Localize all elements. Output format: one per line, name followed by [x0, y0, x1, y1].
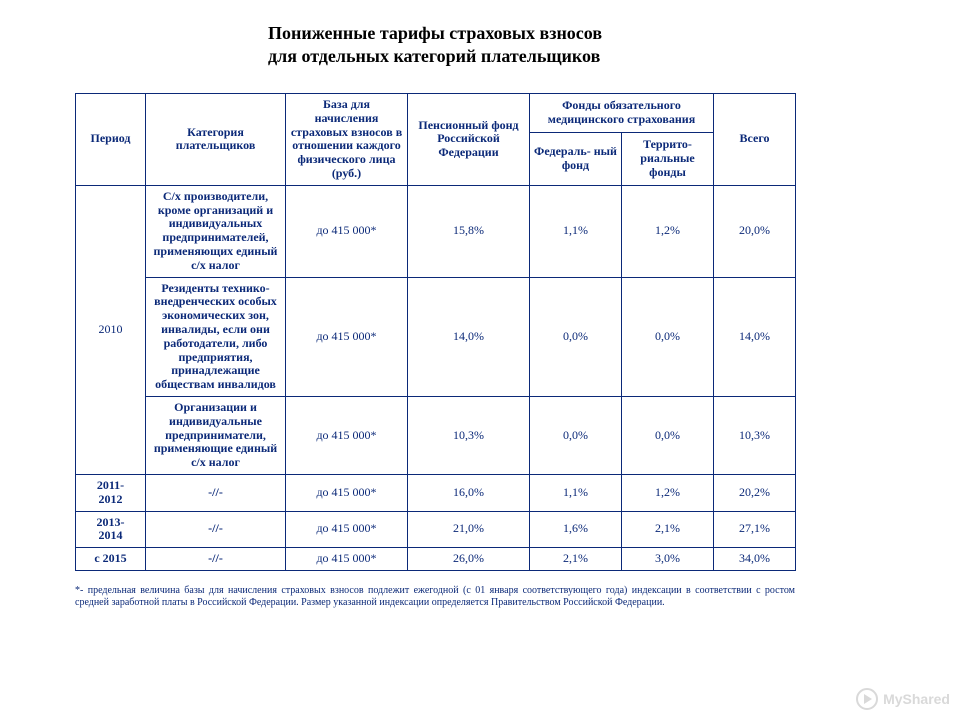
cell-pension: 21,0%	[408, 511, 530, 548]
cell-federal: 1,6%	[530, 511, 622, 548]
cell-total: 20,2%	[714, 474, 796, 511]
cell-federal: 1,1%	[530, 474, 622, 511]
title-line-1: Пониженные тарифы страховых взносов	[268, 23, 602, 43]
cell-total: 14,0%	[714, 277, 796, 396]
cell-base: до 415 000*	[286, 548, 408, 571]
table-row: 2010 С/х производители, кроме организаци…	[76, 185, 796, 277]
cell-federal: 0,0%	[530, 396, 622, 474]
table-row: 2013-2014 -//- до 415 000* 21,0% 1,6% 2,…	[76, 511, 796, 548]
cell-total: 27,1%	[714, 511, 796, 548]
cell-base: до 415 000*	[286, 474, 408, 511]
cell-pension: 15,8%	[408, 185, 530, 277]
cell-total: 20,0%	[714, 185, 796, 277]
cell-federal: 2,1%	[530, 548, 622, 571]
col-header-territorial: Террито- риальные фонды	[622, 132, 714, 185]
tariffs-table: Период Категория плательщиков База для н…	[75, 93, 796, 571]
cell-total: 10,3%	[714, 396, 796, 474]
watermark: MyShared	[856, 688, 950, 710]
col-header-federal: Федераль- ный фонд	[530, 132, 622, 185]
col-header-category: Категория плательщиков	[146, 94, 286, 186]
cell-period: 2013-2014	[76, 511, 146, 548]
cell-pension: 26,0%	[408, 548, 530, 571]
cell-period: 2011-2012	[76, 474, 146, 511]
table-row: Организации и индивидуальные предпринима…	[76, 396, 796, 474]
cell-territorial: 0,0%	[622, 396, 714, 474]
play-icon	[856, 688, 878, 710]
table-row: 2011-2012 -//- до 415 000* 16,0% 1,1% 1,…	[76, 474, 796, 511]
col-header-pension: Пенсионный фонд Российской Федерации	[408, 94, 530, 186]
cell-federal: 1,1%	[530, 185, 622, 277]
cell-base: до 415 000*	[286, 185, 408, 277]
cell-base: до 415 000*	[286, 511, 408, 548]
cell-federal: 0,0%	[530, 277, 622, 396]
cell-pension: 14,0%	[408, 277, 530, 396]
cell-territorial: 3,0%	[622, 548, 714, 571]
cell-base: до 415 000*	[286, 396, 408, 474]
footnote-text: *- предельная величина базы для начислен…	[75, 585, 795, 609]
col-header-total: Всего	[714, 94, 796, 186]
cell-total: 34,0%	[714, 548, 796, 571]
table-row: с 2015 -//- до 415 000* 26,0% 2,1% 3,0% …	[76, 548, 796, 571]
cell-period: с 2015	[76, 548, 146, 571]
cell-category: С/х производители, кроме организаций и и…	[146, 185, 286, 277]
cell-category: -//-	[146, 511, 286, 548]
cell-category: Организации и индивидуальные предпринима…	[146, 396, 286, 474]
cell-category: Резиденты технико-внедренческих особых э…	[146, 277, 286, 396]
cell-territorial: 0,0%	[622, 277, 714, 396]
cell-territorial: 1,2%	[622, 474, 714, 511]
cell-pension: 16,0%	[408, 474, 530, 511]
table-row: Резиденты технико-внедренческих особых э…	[76, 277, 796, 396]
col-header-base: База для начисления страховых взносов в …	[286, 94, 408, 186]
cell-territorial: 1,2%	[622, 185, 714, 277]
cell-base: до 415 000*	[286, 277, 408, 396]
watermark-text: MyShared	[883, 691, 950, 707]
cell-pension: 10,3%	[408, 396, 530, 474]
cell-category: -//-	[146, 474, 286, 511]
cell-period: 2010	[76, 185, 146, 474]
title-line-2: для отдельных категорий плательщиков	[268, 46, 600, 66]
page-title: Пониженные тарифы страховых взносов для …	[0, 0, 960, 67]
cell-category: -//-	[146, 548, 286, 571]
cell-territorial: 2,1%	[622, 511, 714, 548]
col-header-medical: Фонды обязательного медицинского страхов…	[530, 94, 714, 133]
col-header-period: Период	[76, 94, 146, 186]
